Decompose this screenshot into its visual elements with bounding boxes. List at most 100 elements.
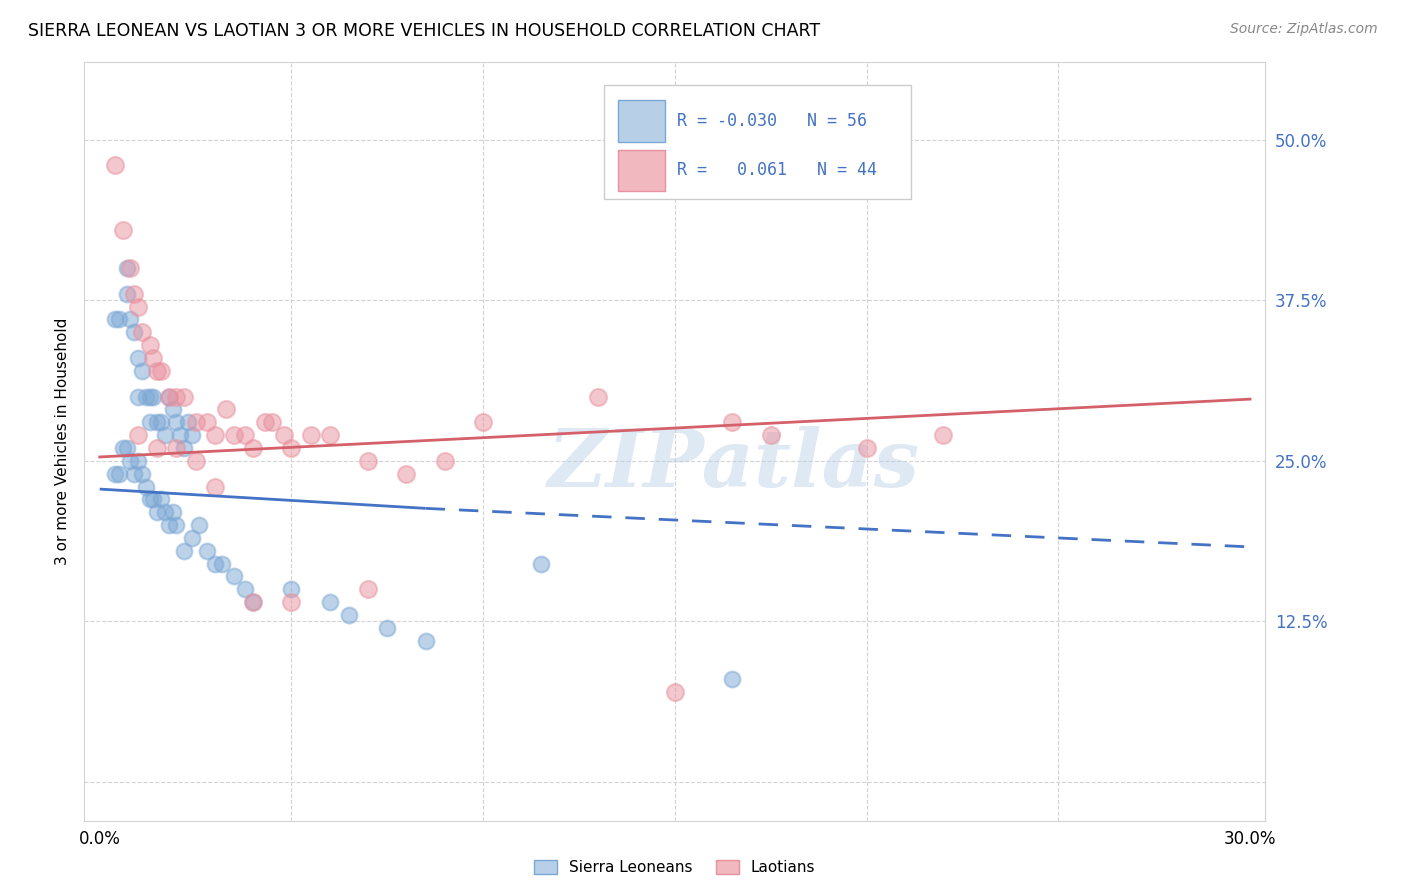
Point xyxy=(153,428,176,442)
Text: R =   0.061   N = 44: R = 0.061 N = 44 xyxy=(678,161,877,179)
Point xyxy=(142,351,165,365)
Text: R = -0.030   N = 56: R = -0.030 N = 56 xyxy=(678,112,868,130)
Point xyxy=(195,415,218,429)
Point xyxy=(721,415,744,429)
Point xyxy=(111,222,134,236)
Point xyxy=(104,312,127,326)
Point xyxy=(120,312,142,326)
Point xyxy=(135,390,157,404)
Point xyxy=(142,492,165,507)
Point xyxy=(242,595,264,609)
Point xyxy=(146,441,169,455)
Point xyxy=(759,428,782,442)
Bar xyxy=(619,101,665,142)
Point xyxy=(173,390,195,404)
Point xyxy=(253,415,276,429)
Point xyxy=(280,595,302,609)
Point xyxy=(120,261,142,276)
Point xyxy=(165,390,187,404)
Point xyxy=(142,390,165,404)
Point xyxy=(157,518,180,533)
Point xyxy=(184,415,207,429)
Point xyxy=(138,390,160,404)
Point xyxy=(104,158,127,172)
Point xyxy=(415,633,437,648)
Point xyxy=(319,595,342,609)
Point xyxy=(157,390,180,404)
Point xyxy=(299,428,322,442)
Point xyxy=(357,454,380,468)
Point xyxy=(211,557,233,571)
Point xyxy=(530,557,553,571)
Point xyxy=(173,441,195,455)
Point xyxy=(122,326,145,340)
Point xyxy=(131,364,153,378)
Point xyxy=(184,454,207,468)
Legend: Sierra Leoneans, Laotians: Sierra Leoneans, Laotians xyxy=(529,854,821,881)
Point xyxy=(173,543,195,558)
Point xyxy=(115,261,138,276)
Point xyxy=(586,390,609,404)
Point xyxy=(127,454,149,468)
Point xyxy=(162,402,184,417)
Point xyxy=(131,467,153,481)
Point xyxy=(204,557,226,571)
Point xyxy=(122,467,145,481)
Point xyxy=(395,467,418,481)
Point xyxy=(375,621,398,635)
Point xyxy=(180,428,202,442)
Point xyxy=(153,505,176,519)
Point xyxy=(222,569,245,583)
Point xyxy=(180,531,202,545)
Point xyxy=(932,428,955,442)
Point xyxy=(127,300,149,314)
Point xyxy=(138,338,160,352)
Point xyxy=(204,479,226,493)
Point xyxy=(165,441,187,455)
Point xyxy=(162,505,184,519)
Point xyxy=(177,415,200,429)
Point xyxy=(108,467,131,481)
Point xyxy=(472,415,495,429)
Point xyxy=(188,518,211,533)
Point xyxy=(280,441,302,455)
Point xyxy=(195,543,218,558)
Point xyxy=(127,428,149,442)
Point xyxy=(115,441,138,455)
Point xyxy=(242,441,264,455)
Point xyxy=(235,428,257,442)
Point xyxy=(146,505,169,519)
Point xyxy=(664,685,686,699)
Point xyxy=(169,428,191,442)
Point xyxy=(242,595,264,609)
Text: ZIPatlas: ZIPatlas xyxy=(548,425,920,503)
Point xyxy=(127,351,149,365)
Point xyxy=(122,286,145,301)
Point xyxy=(150,492,173,507)
Point xyxy=(855,441,877,455)
Point xyxy=(721,673,744,687)
Point xyxy=(135,479,157,493)
Point xyxy=(204,428,226,442)
Point xyxy=(108,312,131,326)
Point xyxy=(146,364,169,378)
Text: SIERRA LEONEAN VS LAOTIAN 3 OR MORE VEHICLES IN HOUSEHOLD CORRELATION CHART: SIERRA LEONEAN VS LAOTIAN 3 OR MORE VEHI… xyxy=(28,22,820,40)
Point xyxy=(319,428,342,442)
Point xyxy=(165,518,187,533)
Point xyxy=(165,415,187,429)
Point xyxy=(357,582,380,597)
Point xyxy=(138,492,160,507)
Point xyxy=(150,415,173,429)
Y-axis label: 3 or more Vehicles in Household: 3 or more Vehicles in Household xyxy=(55,318,70,566)
Point xyxy=(433,454,456,468)
Point xyxy=(262,415,284,429)
Bar xyxy=(619,150,665,191)
Point xyxy=(235,582,257,597)
Point xyxy=(215,402,238,417)
Text: Source: ZipAtlas.com: Source: ZipAtlas.com xyxy=(1230,22,1378,37)
Point xyxy=(104,467,127,481)
Point xyxy=(131,326,153,340)
Point xyxy=(280,582,302,597)
Bar xyxy=(605,85,911,199)
Point xyxy=(157,390,180,404)
